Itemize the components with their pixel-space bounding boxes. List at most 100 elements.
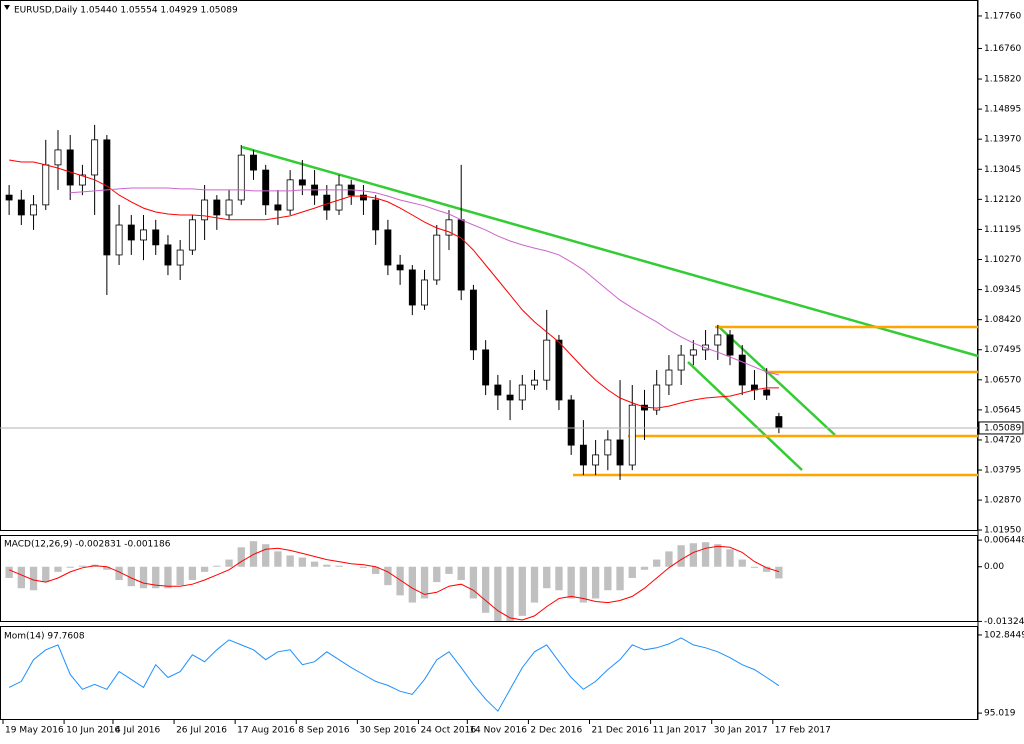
histogram-bar	[591, 566, 600, 599]
y-tick-label: 1.13045	[984, 165, 1021, 175]
histogram-bar	[310, 561, 319, 567]
candle-body	[518, 384, 526, 401]
candle-body	[408, 269, 416, 306]
trend-line	[241, 145, 979, 358]
panel-title: EURUSD,Daily 1.05440 1.05554 1.04929 1.0…	[14, 6, 238, 16]
candle-body	[91, 139, 99, 176]
candle-body	[54, 149, 62, 166]
panel-title: Mom(14) 97.7608	[4, 632, 85, 642]
moving-average	[70, 187, 780, 376]
histogram-bar	[225, 559, 233, 567]
candle-body	[66, 149, 74, 186]
histogram-bar	[677, 545, 685, 567]
histogram-bar	[701, 542, 710, 567]
candle-body	[140, 229, 147, 241]
y-tick-label: 1.10270	[984, 255, 1021, 265]
histogram-bar	[604, 566, 612, 591]
histogram-bar	[494, 566, 502, 621]
y-tick-label: 0.00	[984, 562, 1004, 572]
histogram-bar	[29, 566, 38, 591]
histogram-bar	[323, 564, 331, 567]
y-tick-label: 1.06570	[984, 375, 1021, 385]
histogram-bar	[103, 566, 111, 570]
histogram-bar	[738, 559, 746, 567]
candle-body	[445, 219, 453, 236]
candle-body	[689, 349, 697, 356]
candle-body	[237, 154, 245, 201]
y-tick-label: 1.08420	[984, 315, 1021, 325]
candle-body	[298, 179, 306, 186]
histogram-bar	[213, 565, 221, 567]
histogram-bar	[164, 566, 172, 589]
candle-body	[506, 394, 514, 401]
candle-body	[579, 444, 587, 466]
y-tick-label: 95.019	[984, 709, 1016, 719]
trend-line	[687, 361, 803, 471]
histogram-bar	[665, 551, 673, 567]
candle-body	[469, 289, 477, 351]
candle-body	[714, 334, 722, 346]
candle-body	[738, 354, 746, 386]
histogram-bar	[298, 557, 307, 567]
candle-body	[5, 194, 13, 201]
candle-body	[274, 204, 282, 211]
candle-body	[616, 439, 624, 466]
histogram-bar	[714, 544, 722, 567]
histogram-bar	[78, 565, 87, 567]
candle-body	[396, 264, 404, 271]
x-tick-label: 17 Feb 2017	[775, 726, 831, 736]
last-price-tag-box	[978, 421, 1024, 435]
histogram-bar	[42, 566, 50, 583]
candle-body	[201, 199, 209, 221]
candle-body	[30, 204, 38, 216]
moving-average	[9, 159, 779, 409]
y-tick-label: 1.07495	[984, 345, 1021, 355]
panel-title: MACD(12,26,9) -0.002831 -0.001186	[4, 540, 171, 550]
histogram-bar	[420, 566, 429, 599]
x-tick-label: 17 Aug 2016	[237, 726, 295, 736]
candle-body	[592, 454, 600, 466]
candle-body	[653, 384, 661, 411]
histogram-bar	[628, 566, 636, 579]
histogram-bar	[359, 566, 368, 568]
histogram-bar	[530, 566, 539, 603]
candle-body	[494, 384, 502, 396]
y-tick-label: 1.01950	[984, 526, 1021, 536]
y-tick-label: 1.14895	[984, 105, 1021, 115]
candle-body	[262, 169, 270, 206]
y-tick-label: 1.09345	[984, 285, 1021, 295]
x-tick-label: 30 Sep 2016	[359, 726, 416, 736]
x-tick-label: 11 Jan 2017	[653, 726, 707, 736]
candle-body	[482, 349, 490, 386]
histogram-bar	[152, 566, 160, 589]
candle-body	[335, 184, 343, 211]
histogram-bar	[237, 547, 245, 567]
candle-body	[384, 229, 392, 266]
y-tick-label: 0.006448	[984, 536, 1024, 546]
y-tick-label: 1.15820	[984, 75, 1021, 85]
histogram-bar	[640, 566, 649, 570]
histogram-bar	[384, 566, 392, 586]
y-tick-label: 1.02870	[984, 496, 1021, 506]
y-tick-label: 1.03795	[984, 466, 1021, 476]
candle-body	[628, 404, 636, 466]
histogram-bar	[763, 566, 771, 572]
candle-body	[543, 339, 551, 381]
histogram-bar	[481, 566, 490, 613]
candle-body	[127, 224, 135, 241]
candle-body	[188, 219, 196, 251]
x-tick-label: 8 Sep 2016	[298, 726, 350, 736]
candle-body	[152, 229, 160, 246]
y-tick-label: 1.17760	[984, 11, 1021, 21]
candle-body	[604, 439, 612, 456]
candle-body	[555, 339, 563, 401]
histogram-bar	[262, 544, 270, 567]
candle-body	[567, 399, 575, 446]
histogram-bar	[689, 543, 698, 567]
candle-body	[42, 164, 50, 206]
histogram-bar	[176, 566, 184, 586]
x-tick-label: 21 Dec 2016	[592, 726, 650, 736]
x-tick-label: 2 Dec 2016	[530, 726, 582, 736]
candle-body	[665, 369, 673, 386]
